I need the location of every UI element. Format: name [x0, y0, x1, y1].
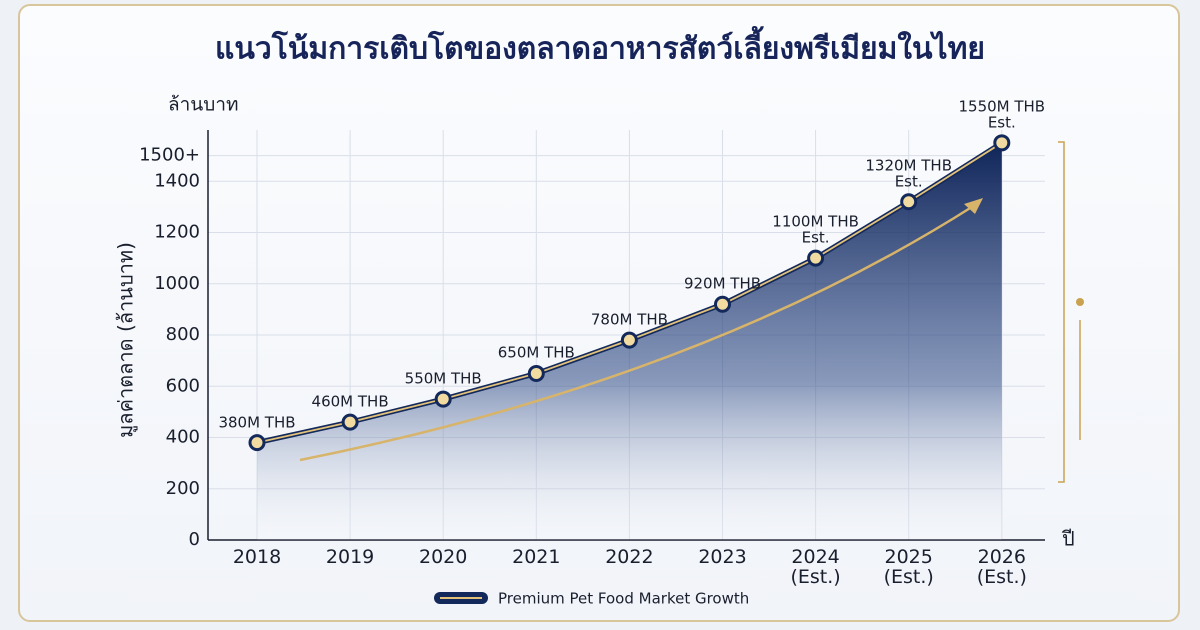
data-point [341, 413, 359, 431]
y-tick-label: 1500+ [139, 145, 200, 166]
y-tick-label: 1000 [154, 273, 200, 294]
x-tick-label: 2020 [419, 546, 468, 568]
x-axis-label: ปี [1062, 527, 1075, 551]
y-tick-label: 400 [166, 427, 200, 448]
data-label: 920M THB [683, 274, 762, 293]
data-label: 380M THB [218, 412, 296, 431]
y-tick-label: 800 [166, 324, 200, 345]
x-tick-label: 2024 (Est.) [790, 546, 841, 588]
x-tick-label: 2022 [605, 546, 654, 568]
data-label: 550M THB [404, 369, 482, 388]
data-point [993, 134, 1011, 152]
data-point [620, 331, 638, 349]
data-label: 1550M THB Est. [958, 97, 1046, 132]
y-tick-label: 1400 [154, 170, 200, 191]
data-point [714, 295, 731, 313]
data-point [434, 390, 452, 408]
data-label: 460M THB [311, 392, 389, 411]
y-tick-label: 0 [189, 529, 200, 550]
data-point [527, 364, 545, 382]
chart-title: แนวโน้มการเติบโตของตลาดอาหารสัตว์เลี้ยงพ… [215, 26, 985, 67]
unit-label: ล้านบาท [168, 94, 239, 116]
x-tick-label: 2019 [325, 546, 375, 568]
y-axis-label: มูลค่าตลาด (ล้านบาท) [114, 242, 139, 438]
decor-bracket [1058, 141, 1065, 483]
y-tick-label: 200 [166, 478, 200, 499]
data-point [900, 193, 918, 211]
data-label: 1320M THB Est. [865, 156, 952, 190]
data-label: 1100M THB Est. [772, 212, 859, 247]
x-tick-label: 2023 [698, 546, 747, 568]
legend-label: Premium Pet Food Market Growth [498, 590, 749, 608]
x-tick-label: 2018 [232, 546, 282, 568]
data-label: 780M THB [590, 310, 668, 329]
x-tick-label: 2026 (Est.) [976, 546, 1027, 588]
decor-arrowhead [964, 198, 983, 214]
x-tick-label: 2021 [512, 546, 561, 568]
y-tick-label: 600 [166, 375, 200, 396]
decor-dot [1076, 298, 1084, 306]
data-point [807, 249, 825, 267]
y-tick-label: 1200 [154, 222, 200, 243]
decor-arrow [299, 203, 976, 462]
data-label: 650M THB [497, 343, 575, 362]
data-point [248, 434, 266, 452]
x-tick-label: 2025 (Est.) [883, 546, 934, 588]
